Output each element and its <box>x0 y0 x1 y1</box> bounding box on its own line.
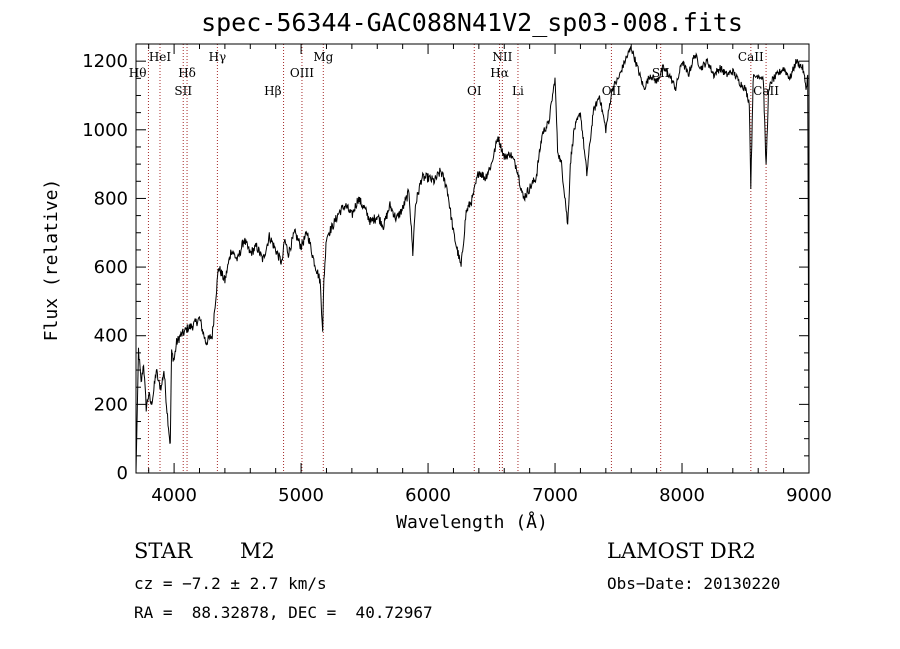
chart-title: spec-56344-GAC088N41V2_sp03-008.fits <box>201 8 743 37</box>
y-tick-label: 600 <box>94 257 128 278</box>
object-class: STAR <box>134 539 193 563</box>
x-tick-label: 7000 <box>532 485 578 506</box>
line-label: CaII <box>753 84 779 98</box>
y-tick-label: 1000 <box>82 120 128 141</box>
y-axis-label: Flux (relative) <box>41 179 62 342</box>
line-label: SII <box>174 84 192 98</box>
line-label: Hγ <box>209 50 227 64</box>
redshift-velocity: cz = −7.2 ± 2.7 km/s <box>134 574 327 593</box>
y-tick-label: 400 <box>94 326 128 347</box>
y-axis-ticks: 0 200 400 600 800 1000 1200 <box>82 43 809 484</box>
line-label: OIII <box>290 66 314 80</box>
line-label: Hθ <box>129 66 147 80</box>
line-label: Hβ <box>264 84 281 98</box>
line-label: Hα <box>490 66 509 80</box>
x-tick-label: 9000 <box>786 485 832 506</box>
x-axis-label: Wavelength (Å) <box>396 511 548 533</box>
line-label: CaII <box>738 50 764 64</box>
plot-frame <box>135 43 810 474</box>
x-tick-label: 8000 <box>659 485 705 506</box>
x-tick-label: 5000 <box>278 485 324 506</box>
line-label: Li <box>512 84 524 98</box>
spectrum-series <box>135 46 810 474</box>
y-tick-label: 200 <box>94 394 128 415</box>
observation-date: Obs−Date: 20130220 <box>607 574 781 593</box>
object-subclass: M2 <box>240 539 275 563</box>
line-label: Hδ <box>178 66 196 80</box>
line-label: HeI <box>149 50 172 64</box>
spectrum-line <box>135 46 810 474</box>
y-tick-label: 1200 <box>82 51 128 72</box>
line-label: Mg <box>313 50 333 64</box>
line-label: NII <box>492 50 512 64</box>
x-axis-ticks: 4000 5000 6000 7000 8000 9000 <box>148 44 832 506</box>
line-label: OI <box>467 84 482 98</box>
survey-name: LAMOST DR2 <box>607 539 756 563</box>
coordinates: RA = 88.32878, DEC = 40.72967 <box>134 603 433 622</box>
y-tick-label: 800 <box>94 188 128 209</box>
y-tick-label: 0 <box>117 463 128 484</box>
x-tick-label: 6000 <box>405 485 451 506</box>
x-tick-label: 4000 <box>151 485 197 506</box>
